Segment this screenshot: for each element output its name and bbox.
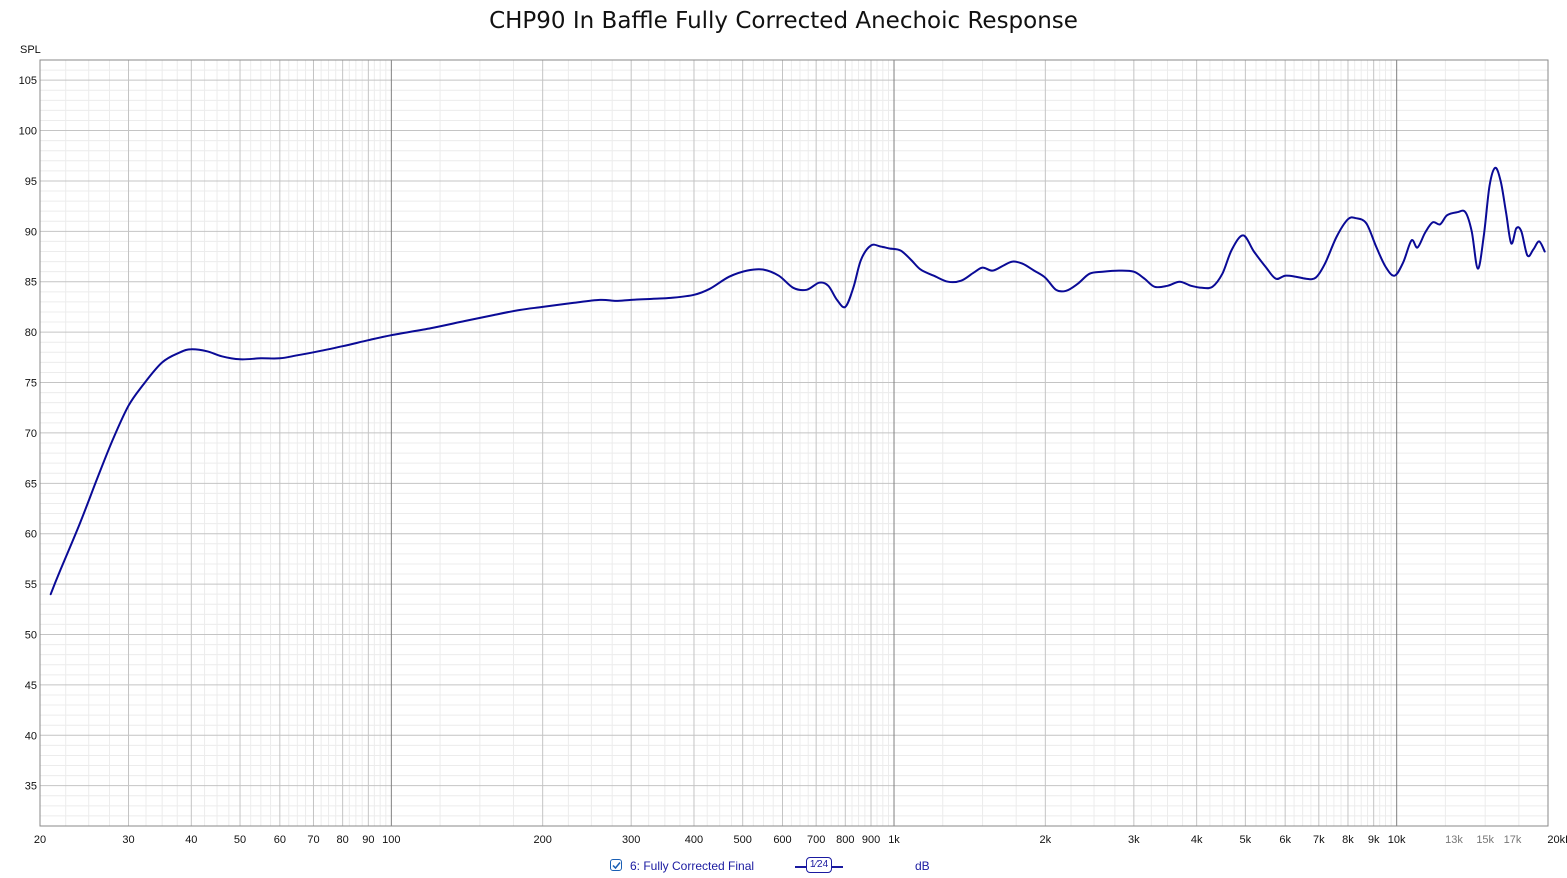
x-tick-label: 30	[122, 834, 134, 846]
x-tick-label: 700	[807, 834, 825, 846]
plot-frame	[39, 59, 1549, 827]
y-tick-label: 75	[25, 378, 37, 390]
y-tick-label: 90	[25, 226, 37, 238]
x-tick-label: 6k	[1279, 834, 1291, 846]
x-tick-label: 13k	[1445, 834, 1463, 846]
x-tick-label: 15k	[1476, 834, 1494, 846]
x-tick-label: 2k	[1040, 834, 1052, 846]
x-tick-label: 500	[734, 834, 752, 846]
x-tick-label: 300	[622, 834, 640, 846]
minor-grid	[40, 59, 1548, 827]
x-tick-label: 3k	[1128, 834, 1140, 846]
x-tick-label: 4k	[1191, 834, 1203, 846]
y-axis-ticks: 35 40 45 50 55 60 65 70 75 80 85 90 95 100 105	[19, 75, 37, 793]
y-tick-label: 45	[25, 680, 37, 692]
legend-series-label[interactable]: 6: Fully Corrected Final	[630, 859, 755, 873]
x-tick-label: 60	[274, 834, 286, 846]
series-layer	[49, 166, 1546, 596]
y-tick-label: 105	[19, 75, 37, 87]
x-tick-label: 5k	[1240, 834, 1252, 846]
y-tick-label: 50	[25, 630, 37, 642]
y-tick-label: 70	[25, 428, 37, 440]
x-tick-label: 90	[362, 834, 374, 846]
y-tick-label: 55	[25, 579, 37, 591]
x-tick-label: 100	[382, 834, 400, 846]
legend-unit-label: dB	[915, 859, 930, 873]
y-tick-label: 100	[19, 126, 37, 138]
y-tick-label: 80	[25, 327, 37, 339]
x-tick-label: 800	[836, 834, 854, 846]
x-tick-label: 900	[862, 834, 880, 846]
y-axis-label: SPL	[20, 44, 41, 56]
y-tick-label: 60	[25, 529, 37, 541]
x-tick-label: 70	[307, 834, 319, 846]
y-tick-label: 95	[25, 176, 37, 188]
x-tick-label: 17k	[1504, 834, 1522, 846]
x-tick-label: 50	[234, 834, 246, 846]
x-tick-label: 600	[773, 834, 791, 846]
chart-title: CHP90 In Baffle Fully Corrected Anechoic…	[489, 8, 1078, 34]
x-tick-label: 1k	[888, 834, 900, 846]
y-tick-label: 40	[25, 730, 37, 742]
x-tick-label: 200	[533, 834, 551, 846]
x-tick-label: 20kHz	[1547, 834, 1567, 846]
x-tick-label: 8k	[1342, 834, 1354, 846]
series-visibility-checkbox[interactable]	[610, 859, 622, 871]
x-axis-ticks: 20 30 40 50 60 70 80 90 100 200 300 400 500 600 700 800…	[34, 834, 1567, 846]
checkmark-icon	[612, 862, 621, 870]
smoothing-indicator[interactable]: 1⁄24	[806, 857, 832, 873]
series-line	[49, 166, 1546, 596]
x-tick-label: 10k	[1388, 834, 1406, 846]
x-tick-label: 40	[185, 834, 197, 846]
x-tick-label: 80	[337, 834, 349, 846]
x-tick-label: 400	[685, 834, 703, 846]
y-tick-label: 65	[25, 478, 37, 490]
x-tick-label: 9k	[1368, 834, 1380, 846]
x-tick-label: 7k	[1313, 834, 1325, 846]
y-tick-label: 85	[25, 277, 37, 289]
x-tick-label: 20	[34, 834, 46, 846]
y-tick-label: 35	[25, 781, 37, 793]
